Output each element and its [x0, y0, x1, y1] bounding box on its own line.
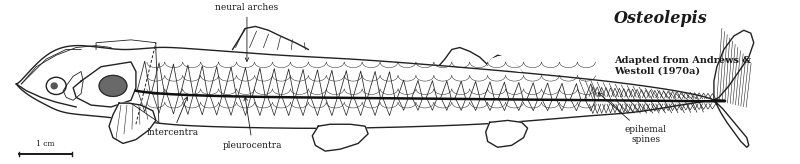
- Text: Adapted from Andrews &
Westoll (1970a): Adapted from Andrews & Westoll (1970a): [614, 56, 751, 75]
- Polygon shape: [488, 55, 522, 72]
- Text: pleurocentra: pleurocentra: [222, 97, 282, 150]
- Ellipse shape: [99, 75, 127, 96]
- Text: 1 cm: 1 cm: [36, 140, 54, 148]
- Ellipse shape: [51, 83, 57, 89]
- Polygon shape: [312, 124, 368, 151]
- Polygon shape: [486, 120, 527, 147]
- Text: intercentra: intercentra: [146, 97, 199, 137]
- Text: neural arches: neural arches: [215, 3, 278, 61]
- Text: Osteolepis: Osteolepis: [614, 10, 707, 27]
- Text: epihemal
spines: epihemal spines: [598, 93, 667, 144]
- Polygon shape: [109, 103, 156, 144]
